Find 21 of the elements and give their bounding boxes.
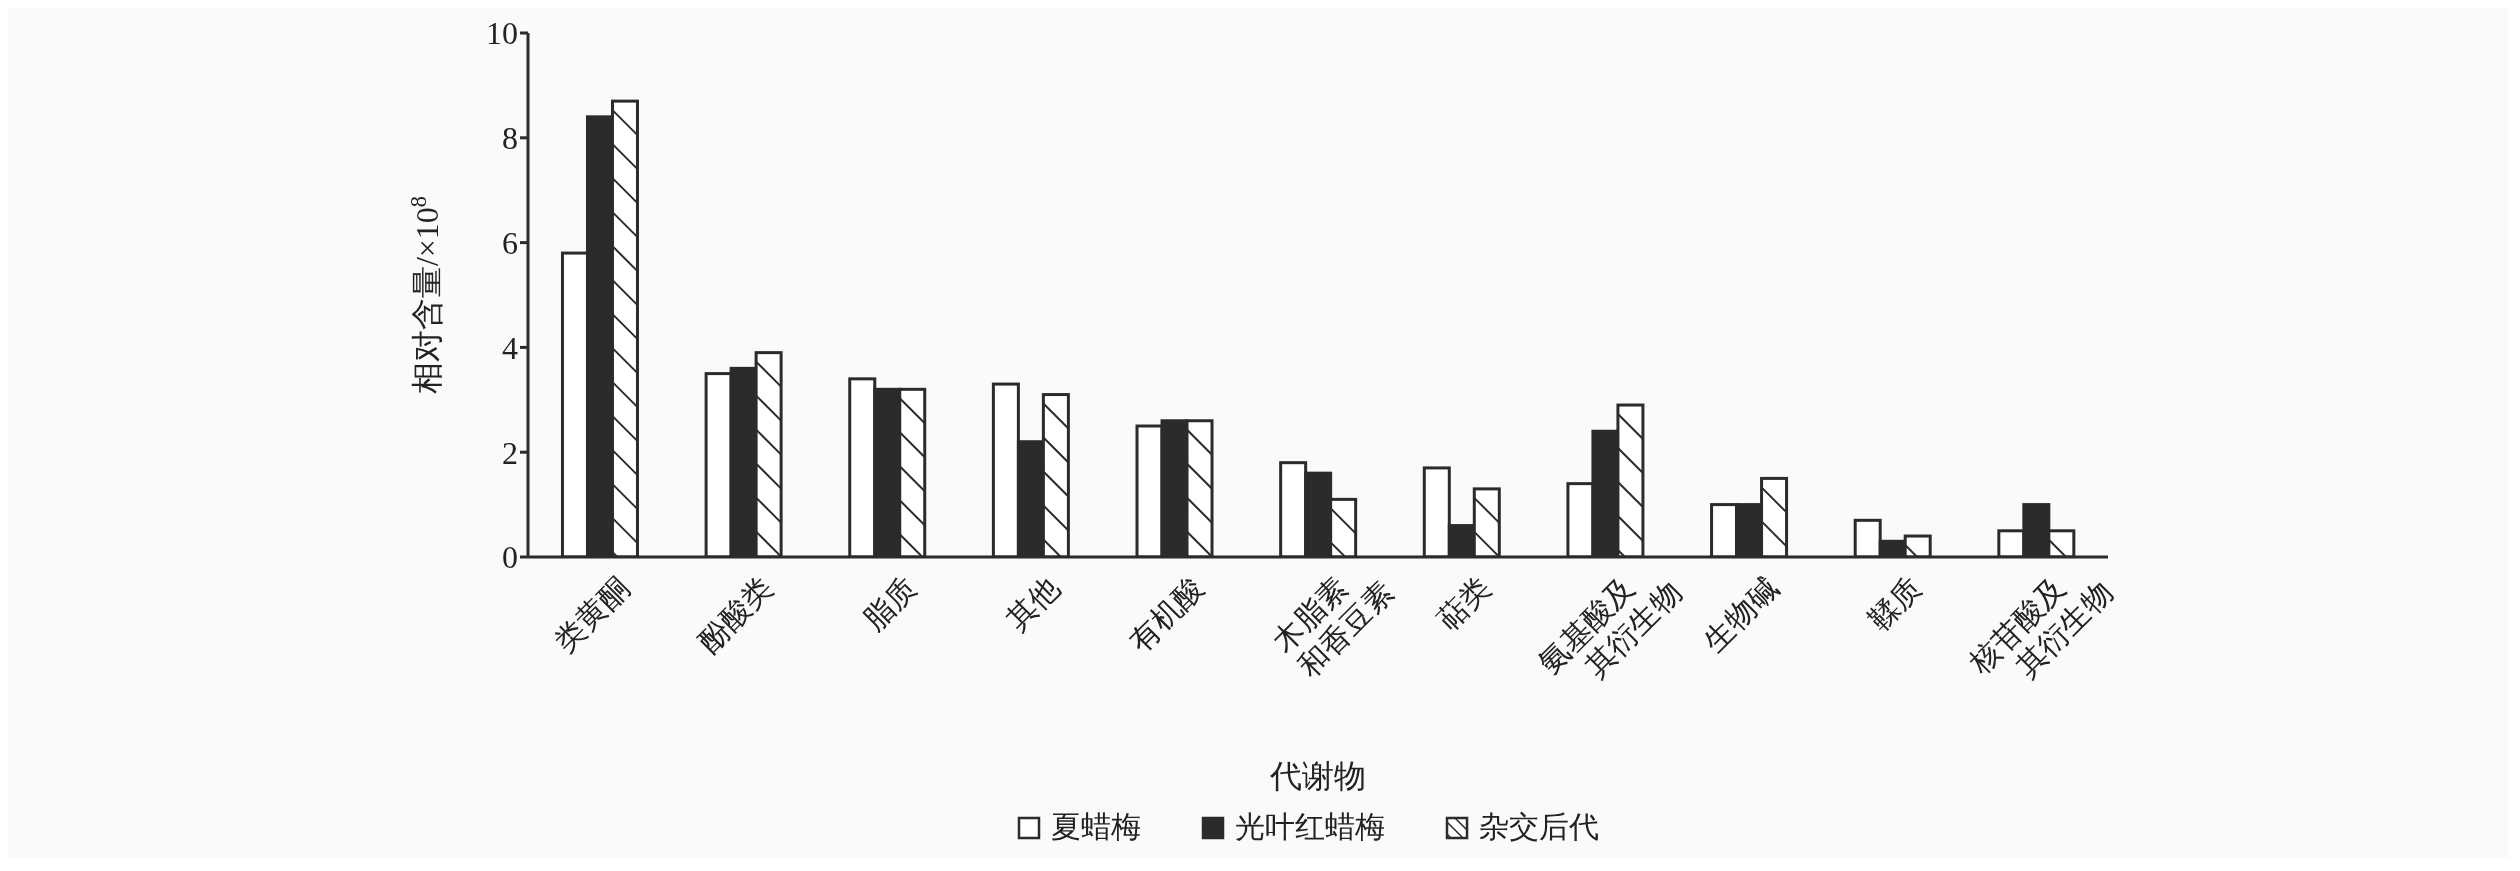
x-tick-label: 萜类 bbox=[1431, 570, 1497, 637]
x-tick-label: 有机酸 bbox=[1122, 570, 1210, 658]
x-tick-label: 核苷酸及 其衍生物 bbox=[1962, 570, 2119, 684]
legend-label: 光叶红蜡梅 bbox=[1235, 809, 1385, 845]
x-axis-title: 代谢物 bbox=[1269, 758, 1366, 794]
x-tick-label: 酚酸类 bbox=[691, 570, 779, 658]
x-tick-label: 类黄酮 bbox=[548, 570, 636, 658]
x-tick-label: 脂质 bbox=[856, 570, 923, 637]
y-tick-label: 4 bbox=[502, 329, 518, 366]
y-tick-label: 0 bbox=[502, 539, 518, 576]
x-tick-label: 鞣质 bbox=[1862, 570, 1928, 637]
y-tick-label: 2 bbox=[502, 434, 518, 471]
legend-label: 夏蜡梅 bbox=[1051, 809, 1141, 845]
x-tick-label: 其他 bbox=[1000, 570, 1066, 637]
x-tick-label: 氨基酸及 其衍生物 bbox=[1532, 570, 1688, 684]
y-tick-label: 10 bbox=[486, 15, 518, 52]
y-tick-label: 8 bbox=[502, 120, 518, 157]
y-tick-label: 6 bbox=[502, 224, 518, 261]
x-tick-label: 木脂素 和香豆素 bbox=[1266, 570, 1400, 684]
x-tick-label: 生物碱 bbox=[1697, 570, 1785, 658]
legend-label: 杂交后代 bbox=[1479, 809, 1599, 845]
